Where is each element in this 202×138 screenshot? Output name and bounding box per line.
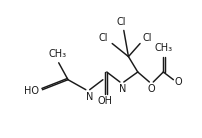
Text: Cl: Cl (116, 17, 126, 27)
Text: OH: OH (97, 96, 112, 106)
Text: N: N (86, 92, 93, 102)
Text: Cl: Cl (98, 33, 108, 43)
Text: HO: HO (24, 86, 39, 96)
Text: O: O (146, 84, 154, 94)
Text: O: O (174, 77, 182, 87)
Text: N: N (118, 84, 125, 94)
Text: Cl: Cl (142, 33, 151, 43)
Text: CH₃: CH₃ (49, 49, 67, 59)
Text: CH₃: CH₃ (154, 43, 171, 53)
